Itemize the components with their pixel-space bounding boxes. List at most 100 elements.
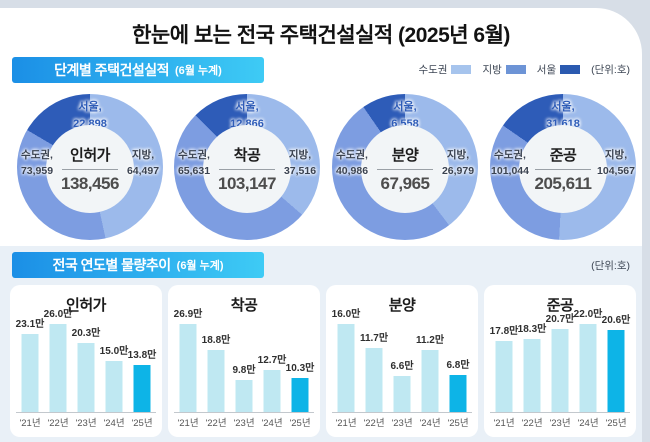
slice-label: 수도권, bbox=[336, 149, 368, 161]
donut-jibang-label: 지방, 26,979 bbox=[429, 148, 487, 180]
legend-swatch-jibang bbox=[505, 65, 526, 74]
slice-label: 서울, bbox=[551, 101, 575, 113]
bar bbox=[207, 350, 225, 412]
section2-subtitle: (6월 누계) bbox=[176, 260, 224, 272]
bar-chart: 16.0만 '21년 11.7만 '22년 6.6만 '23년 11.2만 '24년 6.8만 '… bbox=[332, 309, 472, 429]
slice-value: 65,631 bbox=[177, 164, 211, 177]
donut-total: 138,456 bbox=[61, 174, 119, 193]
donut-title: 분양 bbox=[391, 147, 419, 164]
bar-slot: 18.8만 '22년 bbox=[201, 315, 231, 429]
panel-title: 인허가 bbox=[66, 297, 106, 314]
bar-value-label: 18.8만 bbox=[201, 335, 231, 346]
slice-value: 104,567 bbox=[597, 164, 635, 177]
bar-slot: 20.6만 '25년 bbox=[602, 315, 631, 429]
bar-panel-starts: 착공 26.9만 '21년 18.8만 '22년 9.8만 '23년 12.7만 '24년 10… bbox=[168, 285, 320, 437]
bar bbox=[133, 365, 151, 412]
divider bbox=[62, 169, 118, 170]
legend-item-jibang: 지방 bbox=[482, 62, 526, 77]
legend-item-seoul: 서울 bbox=[536, 62, 581, 77]
donut-sudogwon-label: 수도권, 73,959 bbox=[8, 148, 66, 180]
bar-value-label: 11.7만 bbox=[359, 333, 389, 344]
x-axis-label: '23년 bbox=[75, 418, 97, 429]
section1-header: 단계별 주택건설실적 (6월 누계) bbox=[12, 57, 264, 83]
slice-value: 37,516 bbox=[283, 164, 317, 177]
legend-label: 수도권 bbox=[418, 64, 448, 76]
x-axis-label: '25년 bbox=[289, 418, 311, 429]
bar bbox=[21, 334, 39, 412]
bar-value-label: 11.2만 bbox=[415, 335, 445, 346]
section1-title: 단계별 주택건설실적 bbox=[54, 62, 169, 78]
slice-label: 서울, bbox=[393, 101, 417, 113]
slice-label: 지방, bbox=[288, 149, 312, 161]
x-axis-label: '24년 bbox=[419, 418, 441, 429]
bar-panel-completions: 준공 17.8만 '21년 18.3만 '22년 20.7만 '23년 22.0만 '24년 2… bbox=[484, 285, 636, 437]
donut-total: 67,965 bbox=[380, 174, 431, 193]
bar-slot: 20.3만 '23년 bbox=[71, 315, 101, 429]
x-axis-label: '23년 bbox=[391, 418, 413, 429]
bar-slot: 12.7만 '24년 bbox=[258, 315, 287, 429]
bar-slot: 9.8만 '23년 bbox=[230, 315, 258, 429]
slice-label: 수도권, bbox=[21, 149, 53, 161]
donut-sudogwon-label: 수도권, 101,044 bbox=[481, 148, 539, 180]
donut-total: 103,147 bbox=[218, 174, 276, 193]
bar-value-label: 20.3만 bbox=[71, 328, 101, 339]
donut-center: 분양 67,965 bbox=[361, 125, 449, 213]
slice-label: 서울, bbox=[78, 101, 102, 113]
x-axis-label: '24년 bbox=[103, 418, 125, 429]
bar bbox=[49, 324, 67, 412]
panel-title: 착공 bbox=[230, 297, 258, 314]
donut-chart-permits: 서울, 22,898 인허가 138,456 수도권, 73,959 지방, 6… bbox=[11, 88, 169, 250]
slice-label: 수도권, bbox=[494, 149, 526, 161]
bar-value-label: 18.3만 bbox=[517, 324, 547, 335]
panel-title: 준공 bbox=[546, 297, 574, 314]
bar bbox=[105, 361, 123, 412]
legend-label: 서울 bbox=[536, 64, 557, 76]
bar-slot: 15.0만 '24년 bbox=[99, 315, 129, 429]
x-axis-label: '25년 bbox=[605, 418, 627, 429]
content-card: 한눈에 보는 전국 주택건설실적 (2025년 6월) 단계별 주택건설실적 (… bbox=[0, 8, 642, 442]
donut-title: 착공 bbox=[233, 147, 261, 164]
bar-slot: 20.7만 '23년 bbox=[546, 314, 575, 429]
slice-label: 서울, bbox=[235, 101, 259, 113]
bar-value-label: 26.0만 bbox=[43, 309, 73, 320]
bar-slot: 13.8만 '25년 bbox=[128, 315, 157, 429]
bar bbox=[179, 324, 197, 412]
bar bbox=[495, 341, 513, 412]
donut-jibang-label: 지방, 104,567 bbox=[587, 148, 642, 180]
bar bbox=[235, 380, 253, 412]
donut-legend: 수도권 지방 서울 (단위:호) bbox=[418, 62, 630, 77]
bar-value-label: 9.8만 bbox=[232, 365, 256, 376]
bar-slot: 11.2만 '24년 bbox=[415, 315, 445, 429]
x-axis-label: '21년 bbox=[19, 418, 41, 429]
bar-value-label: 20.6만 bbox=[601, 315, 631, 326]
section1-subtitle: (6월 누계) bbox=[174, 65, 222, 77]
donut-sudogwon-label: 수도권, 40,986 bbox=[323, 148, 381, 180]
bar-slot: 6.8만 '25년 bbox=[444, 315, 472, 429]
donut-chart-completions: 서울, 31,618 준공 205,611 수도권, 101,044 지방, 1… bbox=[484, 88, 642, 250]
x-axis-label: '25년 bbox=[447, 418, 469, 429]
slice-label: 지방, bbox=[446, 149, 470, 161]
donut-sudogwon-label: 수도권, 65,631 bbox=[165, 148, 223, 180]
donut-title: 준공 bbox=[549, 147, 577, 164]
slice-label: 지방, bbox=[131, 149, 155, 161]
donut-total: 205,611 bbox=[534, 174, 592, 193]
bar bbox=[523, 339, 541, 412]
x-axis-label: '22년 bbox=[363, 418, 385, 429]
bar-value-label: 15.0만 bbox=[99, 346, 129, 357]
bar bbox=[393, 376, 411, 412]
donut-chart-sales: 서울, 6,558 분양 67,965 수도권, 40,986 지방, 26,9… bbox=[326, 88, 484, 250]
bar-value-label: 6.6만 bbox=[390, 361, 414, 372]
bar bbox=[291, 378, 309, 412]
slice-value: 73,959 bbox=[20, 164, 54, 177]
bar-slot: 6.6만 '23년 bbox=[388, 315, 416, 429]
slice-label: 지방, bbox=[604, 149, 628, 161]
x-axis-label: '22년 bbox=[205, 418, 227, 429]
bar-value-label: 10.3만 bbox=[285, 363, 315, 374]
yearly-trend-section: 전국 연도별 물량추이 (6월 누계) (단위:호) 인허가 23.1만 '21년… bbox=[0, 246, 642, 442]
section2-header: 전국 연도별 물량추이 (6월 누계) bbox=[12, 252, 264, 278]
donut-center: 착공 103,147 bbox=[203, 125, 291, 213]
bar bbox=[607, 330, 625, 412]
unit-label: (단위:호) bbox=[591, 260, 630, 272]
x-axis-label: '21년 bbox=[177, 418, 199, 429]
